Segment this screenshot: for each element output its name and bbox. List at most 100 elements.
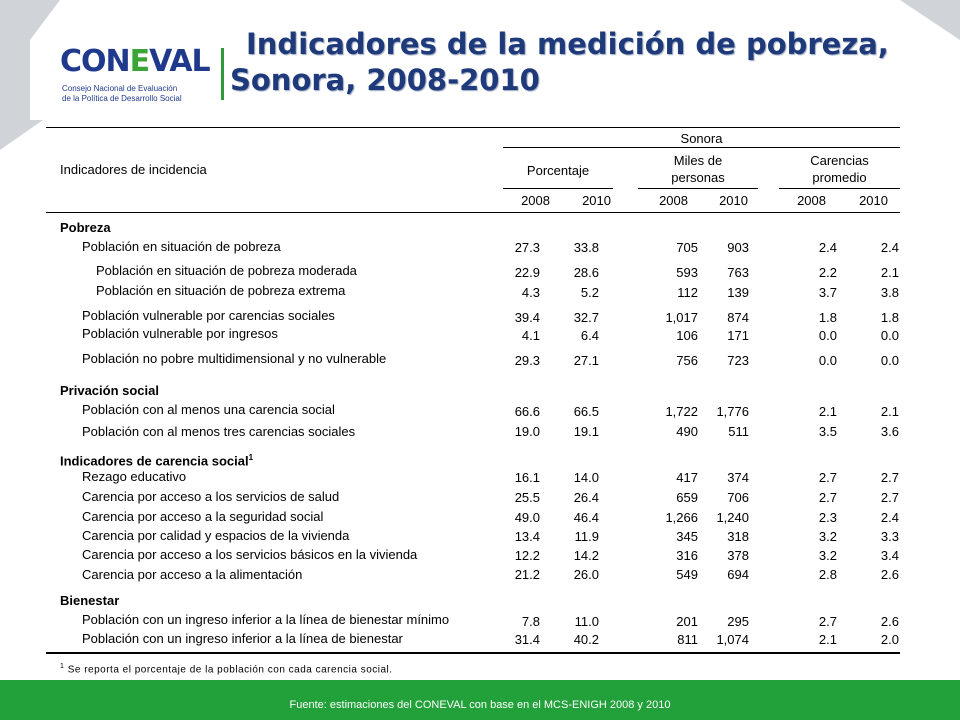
table-cell: 6.4 [580,328,599,343]
table-cell: 16.1 [514,470,540,485]
table-cell: 0.0 [880,353,899,368]
table-cell: 1,074 [716,632,749,647]
table-cell: 22.9 [514,265,540,280]
table-cell: 2.1 [880,404,899,419]
table-cell: 811 [677,632,698,647]
table-cell: 139 [727,285,749,300]
coneval-logo: CONEVAL Consejo Nacional de Evaluación de… [60,44,211,106]
table-cell: 0.0 [818,328,837,343]
table-cell: 378 [727,548,749,563]
table-row-label: Carencia por acceso a la seguridad socia… [82,509,324,524]
year-header: 2010 [859,193,888,208]
table-cell: 2.6 [880,567,899,582]
table-cell: 39.4 [514,310,540,325]
group-header-miles-2: personas [671,170,725,185]
table-row-label: Población con al menos una carencia soci… [82,402,335,417]
group-header-porcentaje: Porcentaje [526,163,590,178]
table-cell: 1.8 [818,310,837,325]
table-row-label: Población en situación de pobreza [82,239,281,254]
group-underline-carencias [779,188,900,189]
table-cell: 3.3 [880,529,899,544]
header-bottom-rule [46,212,900,213]
table-row-label: Carencia por acceso a los servicios de s… [82,489,340,504]
table-cell: 1.8 [880,310,899,325]
table-cell: 11.9 [574,529,599,544]
table-cell: 171 [727,328,749,343]
title-line-1: Indicadores de la medición de pobreza, [246,27,889,61]
table-cell: 723 [727,353,749,368]
section-title-pobreza: Pobreza [60,220,111,235]
logo-subtitle: Consejo Nacional de Evaluación de la Polí… [62,84,182,103]
table-cell: 13.4 [514,529,540,544]
region-underline [503,147,900,148]
table-footnote: 1 Se reporta el porcentaje de la poblaci… [60,663,393,676]
table-cell: 19.0 [514,424,540,439]
table-cell: 2.4 [880,510,899,525]
table-cell: 12.2 [514,548,540,563]
table-cell: 66.5 [573,404,599,419]
table-cell: 874 [727,310,749,325]
table-cell: 26.4 [573,490,599,505]
table-cell: 11.0 [574,614,599,629]
group-underline-miles [638,188,758,189]
table-row-label: Carencia por acceso a la alimentación [82,567,303,582]
table-cell: 763 [727,265,749,280]
year-header: 2008 [797,193,826,208]
table-cell: 1,240 [716,510,749,525]
table-cell: 40.2 [573,632,599,647]
table-cell: 2.7 [880,490,899,505]
year-header: 2010 [719,193,748,208]
table-cell: 201 [676,614,698,629]
table-row-label: Población en situación de pobreza extrem… [96,283,346,298]
table-cell: 33.8 [573,240,599,255]
table-cell: 66.6 [514,404,540,419]
table-row-label: Población con un ingreso inferior a la l… [82,631,403,646]
table-cell: 417 [676,470,698,485]
section-title-privacion: Privación social [60,383,159,398]
region-header: Sonora [680,131,723,146]
table-cell: 7.8 [521,614,540,629]
table-cell: 106 [676,328,698,343]
table-cell: 2.2 [818,265,837,280]
table-cell: 29.3 [514,353,540,368]
table-cell: 2.4 [880,240,899,255]
table-cell: 2.1 [818,404,837,419]
table-cell: 3.7 [818,285,837,300]
footer-bar [0,680,960,720]
title-accent-bar [221,48,224,100]
table-cell: 2.7 [880,470,899,485]
table-cell: 26.0 [573,567,599,582]
title-line-2: Sonora, 2008-2010 [230,63,540,97]
table-row-label: Población con un ingreso inferior a la l… [82,612,450,627]
table-row-label: Población vulnerable por ingresos [82,326,278,341]
table-cell: 2.6 [880,614,899,629]
table-cell: 3.2 [818,548,837,563]
table-row-label: Rezago educativo [82,469,187,484]
table-cell: 28.6 [573,265,599,280]
table-cell: 903 [727,240,749,255]
table-cell: 1,266 [665,510,698,525]
table-cell: 1,776 [716,404,749,419]
table-cell: 345 [676,529,698,544]
table-cell: 316 [676,548,698,563]
page-title: Indicadores de la medición de pobreza, S… [230,26,930,98]
table-cell: 318 [727,529,749,544]
table-cell: 3.5 [818,424,837,439]
year-header: 2010 [582,193,611,208]
table-cell: 2.7 [818,614,837,629]
table-cell: 3.8 [880,285,899,300]
table-cell: 3.4 [880,548,899,563]
table-cell: 4.1 [521,328,540,343]
table-cell: 21.2 [514,567,540,582]
table-row-label: Población no pobre multidimensional y no… [82,351,387,366]
table-cell: 2.4 [818,240,837,255]
table-cell: 3.2 [818,529,837,544]
table-cell: 0.0 [818,353,837,368]
group-header-carencias-1: Carencias [810,153,869,168]
table-cell: 756 [676,353,698,368]
table-cell: 19.1 [573,424,599,439]
table-cell: 1,722 [665,404,698,419]
table-cell: 374 [727,470,749,485]
table-cell: 112 [677,285,698,300]
